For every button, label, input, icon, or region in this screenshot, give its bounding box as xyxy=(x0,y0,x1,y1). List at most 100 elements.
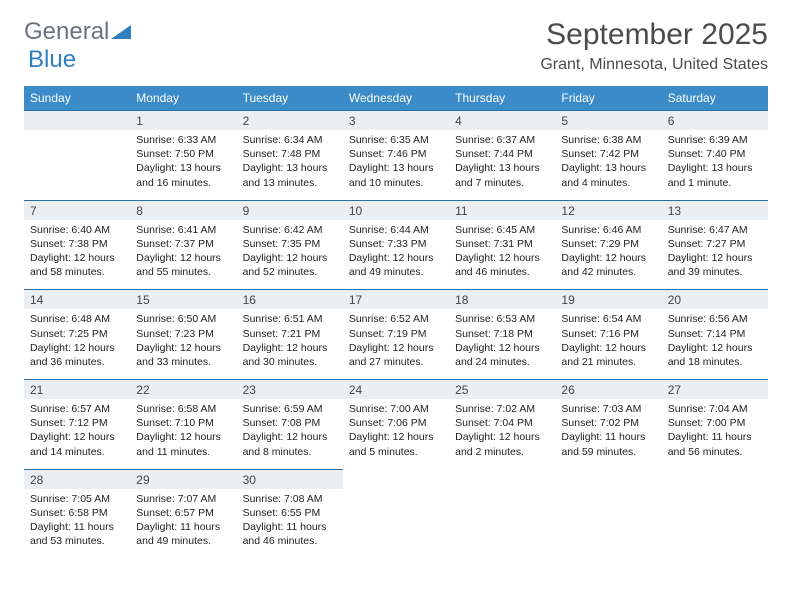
day-header-row: Sunday Monday Tuesday Wednesday Thursday… xyxy=(24,86,768,110)
day-number: 9 xyxy=(237,200,343,220)
day-cell: 30Sunrise: 7:08 AMSunset: 6:55 PMDayligh… xyxy=(237,469,343,559)
day-content: Sunrise: 7:07 AMSunset: 6:57 PMDaylight:… xyxy=(130,489,236,559)
sun-line: Daylight: 12 hours and 27 minutes. xyxy=(349,341,443,369)
sun-line: Daylight: 12 hours and 5 minutes. xyxy=(349,430,443,458)
sun-line: Sunrise: 6:42 AM xyxy=(243,223,337,237)
sun-line: Sunset: 7:10 PM xyxy=(136,416,230,430)
day-number: 2 xyxy=(237,110,343,130)
sun-line: Sunrise: 6:58 AM xyxy=(136,402,230,416)
day-content: Sunrise: 6:37 AMSunset: 7:44 PMDaylight:… xyxy=(449,130,555,200)
day-cell: 21Sunrise: 6:57 AMSunset: 7:12 PMDayligh… xyxy=(24,379,130,469)
day-number: 18 xyxy=(449,289,555,309)
day-cell: 26Sunrise: 7:03 AMSunset: 7:02 PMDayligh… xyxy=(555,379,661,469)
day-content xyxy=(343,489,449,547)
sun-line: Sunrise: 6:40 AM xyxy=(30,223,124,237)
sun-line: Sunset: 7:44 PM xyxy=(455,147,549,161)
day-number: 16 xyxy=(237,289,343,309)
day-header-sat: Saturday xyxy=(662,86,768,110)
day-cell: 1Sunrise: 6:33 AMSunset: 7:50 PMDaylight… xyxy=(130,110,236,200)
day-content: Sunrise: 6:34 AMSunset: 7:48 PMDaylight:… xyxy=(237,130,343,200)
day-content: Sunrise: 6:33 AMSunset: 7:50 PMDaylight:… xyxy=(130,130,236,200)
sun-line: Sunrise: 6:51 AM xyxy=(243,312,337,326)
day-content: Sunrise: 6:35 AMSunset: 7:46 PMDaylight:… xyxy=(343,130,449,200)
sun-line: Sunset: 7:46 PM xyxy=(349,147,443,161)
sun-line: Daylight: 11 hours and 46 minutes. xyxy=(243,520,337,548)
day-number: 4 xyxy=(449,110,555,130)
day-cell xyxy=(24,110,130,200)
day-cell: 12Sunrise: 6:46 AMSunset: 7:29 PMDayligh… xyxy=(555,200,661,290)
sun-line: Sunrise: 6:44 AM xyxy=(349,223,443,237)
sun-line: Sunrise: 7:04 AM xyxy=(668,402,762,416)
sun-line: Daylight: 12 hours and 39 minutes. xyxy=(668,251,762,279)
sun-line: Daylight: 12 hours and 14 minutes. xyxy=(30,430,124,458)
day-cell: 25Sunrise: 7:02 AMSunset: 7:04 PMDayligh… xyxy=(449,379,555,469)
sun-line: Daylight: 12 hours and 49 minutes. xyxy=(349,251,443,279)
sun-line: Sunset: 6:58 PM xyxy=(30,506,124,520)
day-number: 30 xyxy=(237,469,343,489)
sun-line: Daylight: 13 hours and 4 minutes. xyxy=(561,161,655,189)
sun-line: Sunset: 7:23 PM xyxy=(136,327,230,341)
day-cell: 24Sunrise: 7:00 AMSunset: 7:06 PMDayligh… xyxy=(343,379,449,469)
header: General September 2025 Grant, Minnesota,… xyxy=(24,18,768,74)
day-cell: 2Sunrise: 6:34 AMSunset: 7:48 PMDaylight… xyxy=(237,110,343,200)
day-cell: 27Sunrise: 7:04 AMSunset: 7:00 PMDayligh… xyxy=(662,379,768,469)
sun-line: Sunrise: 6:57 AM xyxy=(30,402,124,416)
day-cell: 18Sunrise: 6:53 AMSunset: 7:18 PMDayligh… xyxy=(449,289,555,379)
day-content: Sunrise: 6:57 AMSunset: 7:12 PMDaylight:… xyxy=(24,399,130,469)
day-cell: 23Sunrise: 6:59 AMSunset: 7:08 PMDayligh… xyxy=(237,379,343,469)
sun-line: Sunset: 7:25 PM xyxy=(30,327,124,341)
sun-line: Daylight: 13 hours and 16 minutes. xyxy=(136,161,230,189)
sun-line: Daylight: 12 hours and 11 minutes. xyxy=(136,430,230,458)
logo-text-blue: Blue xyxy=(28,46,76,74)
day-number: 21 xyxy=(24,379,130,399)
day-content: Sunrise: 7:05 AMSunset: 6:58 PMDaylight:… xyxy=(24,489,130,559)
sun-line: Sunrise: 6:39 AM xyxy=(668,133,762,147)
sail-icon xyxy=(111,25,131,39)
day-content: Sunrise: 6:41 AMSunset: 7:37 PMDaylight:… xyxy=(130,220,236,290)
sun-line: Sunrise: 7:03 AM xyxy=(561,402,655,416)
day-content: Sunrise: 6:51 AMSunset: 7:21 PMDaylight:… xyxy=(237,309,343,379)
sun-line: Sunset: 7:18 PM xyxy=(455,327,549,341)
day-content xyxy=(24,130,130,188)
sun-line: Sunset: 7:29 PM xyxy=(561,237,655,251)
sun-line: Daylight: 12 hours and 21 minutes. xyxy=(561,341,655,369)
sun-line: Sunrise: 6:50 AM xyxy=(136,312,230,326)
sun-line: Daylight: 11 hours and 53 minutes. xyxy=(30,520,124,548)
day-cell: 16Sunrise: 6:51 AMSunset: 7:21 PMDayligh… xyxy=(237,289,343,379)
day-cell: 11Sunrise: 6:45 AMSunset: 7:31 PMDayligh… xyxy=(449,200,555,290)
day-number: 26 xyxy=(555,379,661,399)
day-cell xyxy=(662,469,768,559)
sun-line: Sunrise: 6:37 AM xyxy=(455,133,549,147)
sun-line: Sunrise: 6:46 AM xyxy=(561,223,655,237)
sun-line: Sunset: 7:00 PM xyxy=(668,416,762,430)
sun-line: Sunrise: 6:45 AM xyxy=(455,223,549,237)
day-number: 3 xyxy=(343,110,449,130)
sun-line: Sunset: 7:06 PM xyxy=(349,416,443,430)
sun-line: Sunset: 7:35 PM xyxy=(243,237,337,251)
day-number: 7 xyxy=(24,200,130,220)
day-content xyxy=(662,489,768,547)
day-number: 8 xyxy=(130,200,236,220)
day-content: Sunrise: 6:45 AMSunset: 7:31 PMDaylight:… xyxy=(449,220,555,290)
sun-line: Sunrise: 6:52 AM xyxy=(349,312,443,326)
day-cell: 28Sunrise: 7:05 AMSunset: 6:58 PMDayligh… xyxy=(24,469,130,559)
sun-line: Sunrise: 6:33 AM xyxy=(136,133,230,147)
day-content: Sunrise: 7:00 AMSunset: 7:06 PMDaylight:… xyxy=(343,399,449,469)
day-number: 14 xyxy=(24,289,130,309)
daynum-row: 28Sunrise: 7:05 AMSunset: 6:58 PMDayligh… xyxy=(24,469,768,559)
sun-line: Sunrise: 7:05 AM xyxy=(30,492,124,506)
day-content: Sunrise: 6:40 AMSunset: 7:38 PMDaylight:… xyxy=(24,220,130,290)
sun-line: Sunrise: 7:08 AM xyxy=(243,492,337,506)
day-cell: 14Sunrise: 6:48 AMSunset: 7:25 PMDayligh… xyxy=(24,289,130,379)
day-number: 27 xyxy=(662,379,768,399)
sun-line: Sunrise: 6:34 AM xyxy=(243,133,337,147)
day-number: 1 xyxy=(130,110,236,130)
sun-line: Sunset: 7:04 PM xyxy=(455,416,549,430)
location-text: Grant, Minnesota, United States xyxy=(540,56,768,74)
day-number: 29 xyxy=(130,469,236,489)
day-cell: 6Sunrise: 6:39 AMSunset: 7:40 PMDaylight… xyxy=(662,110,768,200)
day-content: Sunrise: 6:58 AMSunset: 7:10 PMDaylight:… xyxy=(130,399,236,469)
day-number: 25 xyxy=(449,379,555,399)
day-header-wed: Wednesday xyxy=(343,86,449,110)
sun-line: Sunrise: 6:41 AM xyxy=(136,223,230,237)
